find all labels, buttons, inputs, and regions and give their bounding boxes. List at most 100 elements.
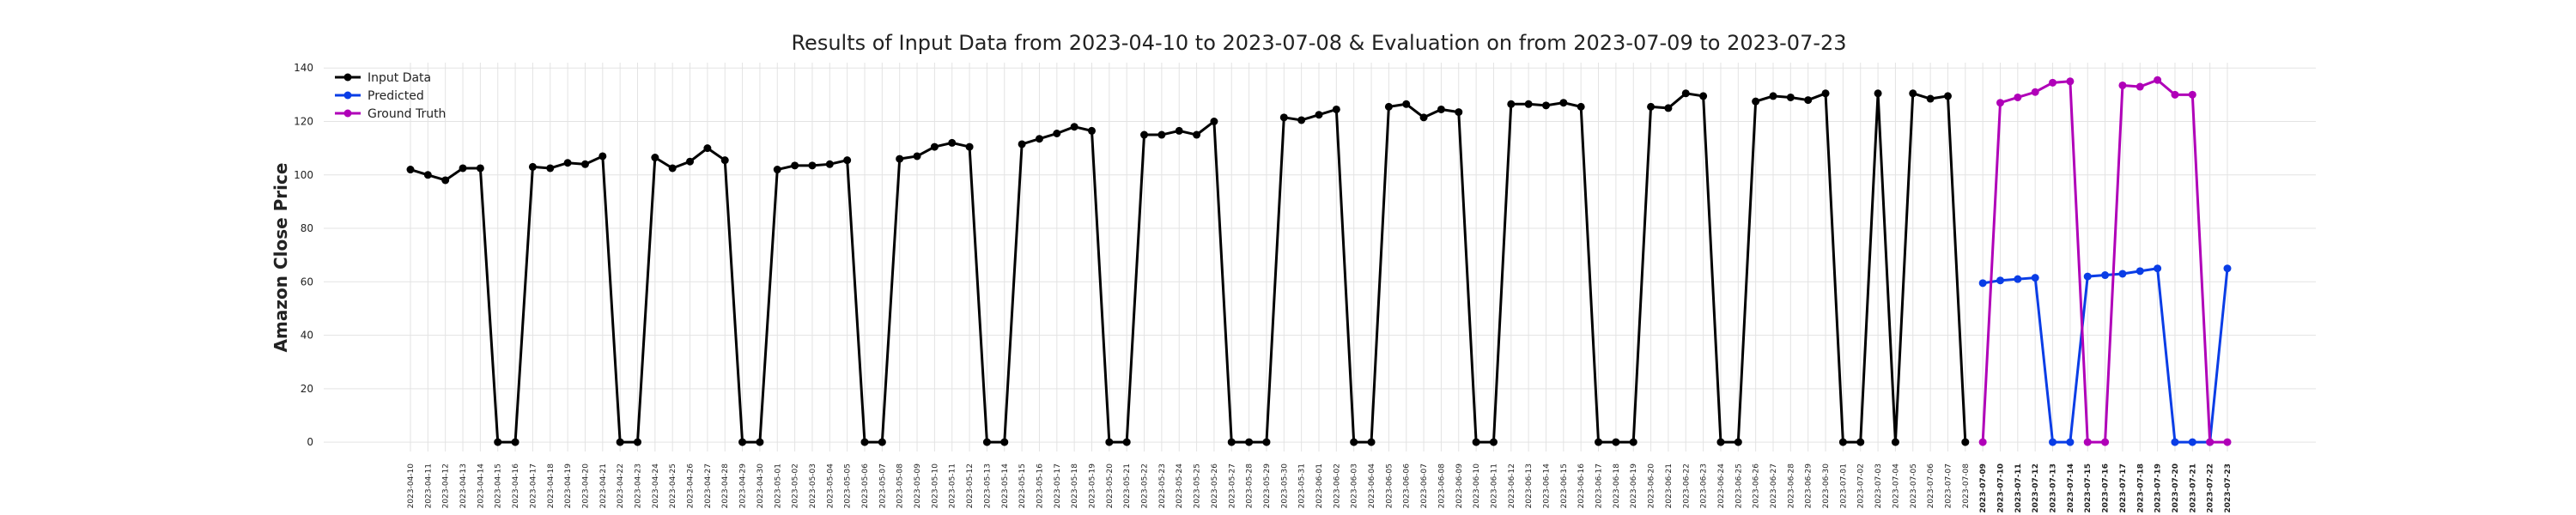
data-point [2223, 438, 2232, 446]
x-tick-label: 2023-07-09 [1979, 464, 1988, 513]
data-point [2223, 264, 2232, 273]
series-line [410, 91, 1967, 444]
data-point [2031, 88, 2039, 96]
data-point [1507, 100, 1516, 108]
x-tick-label: 2023-07-10 [1997, 464, 2006, 513]
x-tick-label: 2023-07-20 [2172, 464, 2180, 513]
x-tick-label: 2023-06-25 [1735, 464, 1743, 508]
x-tick-label: 2023-05-07 [878, 464, 887, 508]
data-point [791, 161, 799, 170]
data-point [2188, 438, 2196, 446]
data-point [616, 438, 624, 446]
x-tick-label: 2023-05-20 [1106, 464, 1115, 509]
x-tick-label: 2023-07-11 [2014, 464, 2023, 513]
x-tick-label: 2023-05-08 [896, 464, 905, 509]
data-point [2083, 438, 2092, 446]
data-point [1943, 92, 1952, 100]
x-tick-label: 2023-07-15 [2084, 464, 2093, 513]
x-tick-label: 2023-04-20 [581, 464, 590, 509]
data-point [1315, 111, 1323, 119]
x-tick-label: 2023-04-27 [704, 464, 713, 508]
data-point [2188, 90, 2196, 99]
data-point [1088, 126, 1096, 135]
x-tick-label: 2023-07-07 [1944, 464, 1953, 508]
data-point [720, 156, 729, 165]
y-tick-label: 40 [301, 330, 313, 342]
data-point [1716, 438, 1725, 446]
data-point [1752, 97, 1760, 106]
x-tick-label: 2023-07-23 [2224, 464, 2233, 513]
x-tick-label: 2023-07-06 [1927, 464, 1935, 509]
x-tick-label: 2023-05-13 [983, 464, 992, 508]
x-tick-label: 2023-05-04 [826, 464, 835, 509]
data-point [1402, 100, 1411, 108]
y-tick-label: 60 [301, 276, 313, 288]
data-point [528, 162, 537, 171]
x-tick-label: 2023-04-28 [721, 464, 730, 509]
y-tick-label: 20 [301, 383, 313, 395]
x-tick-label: 2023-07-13 [2050, 464, 2058, 513]
x-tick-label: 2023-05-17 [1054, 464, 1062, 508]
data-point [598, 152, 607, 161]
x-tick-label: 2023-06-17 [1595, 464, 1604, 508]
data-point [511, 438, 519, 446]
x-tick-label: 2023-06-19 [1630, 464, 1638, 509]
x-tick-label: 2023-06-26 [1753, 464, 1761, 509]
data-point [703, 144, 712, 153]
x-tick-label: 2023-05-05 [844, 464, 853, 508]
data-point [878, 438, 886, 446]
data-point [773, 166, 781, 174]
data-point [1140, 130, 1149, 139]
data-point [1681, 89, 1690, 98]
data-point [1035, 135, 1043, 143]
x-tick-label: 2023-05-21 [1123, 464, 1132, 508]
legend-label: Input Data [368, 71, 431, 85]
data-point [1245, 438, 1254, 446]
data-point [1786, 93, 1795, 101]
data-point [825, 160, 834, 168]
data-point [2083, 272, 2092, 281]
data-point [1699, 92, 1708, 100]
x-tick-label: 2023-05-10 [931, 464, 939, 509]
x-tick-label: 2023-06-18 [1613, 464, 1621, 509]
data-point [1332, 105, 1340, 113]
x-tick-label: 2023-04-15 [495, 464, 503, 508]
y-tick-label: 0 [307, 436, 313, 448]
x-tick-label: 2023-06-21 [1665, 464, 1674, 508]
data-point [1874, 89, 1882, 98]
data-point [2066, 77, 2075, 86]
data-point [1577, 102, 1585, 111]
x-tick-label: 2023-05-16 [1036, 464, 1044, 509]
x-tick-label: 2023-06-03 [1351, 464, 1359, 508]
data-point [1734, 438, 1742, 446]
data-point [1996, 276, 2004, 285]
data-point [1891, 438, 1899, 446]
data-point [1489, 438, 1498, 446]
data-point [1070, 123, 1078, 131]
data-point [2049, 78, 2057, 87]
data-point [1524, 100, 1533, 108]
data-point [2031, 274, 2039, 282]
legend-label: Predicted [368, 89, 424, 103]
x-tick-label: 2023-04-25 [669, 464, 677, 508]
legend-marker [343, 73, 352, 82]
data-point [1262, 438, 1271, 446]
data-point [2154, 264, 2162, 273]
data-point [1419, 113, 1428, 122]
data-point [1350, 438, 1358, 446]
x-tick-label: 2023-06-02 [1333, 464, 1341, 508]
data-point [2101, 271, 2110, 280]
data-point [459, 164, 467, 173]
y-tick-label: 80 [301, 222, 313, 234]
x-tick-label: 2023-04-30 [756, 464, 765, 509]
x-tick-label: 2023-05-24 [1176, 464, 1184, 509]
data-point [1821, 89, 1830, 98]
y-tick-label: 100 [294, 169, 313, 181]
data-point [1455, 108, 1463, 117]
x-tick-label: 2023-06-07 [1420, 464, 1429, 508]
x-tick-label: 2023-05-19 [1089, 464, 1097, 509]
x-tick-label: 2023-04-21 [599, 464, 608, 508]
data-point [1279, 113, 1288, 122]
data-point [2171, 90, 2179, 99]
data-point [2136, 82, 2144, 91]
